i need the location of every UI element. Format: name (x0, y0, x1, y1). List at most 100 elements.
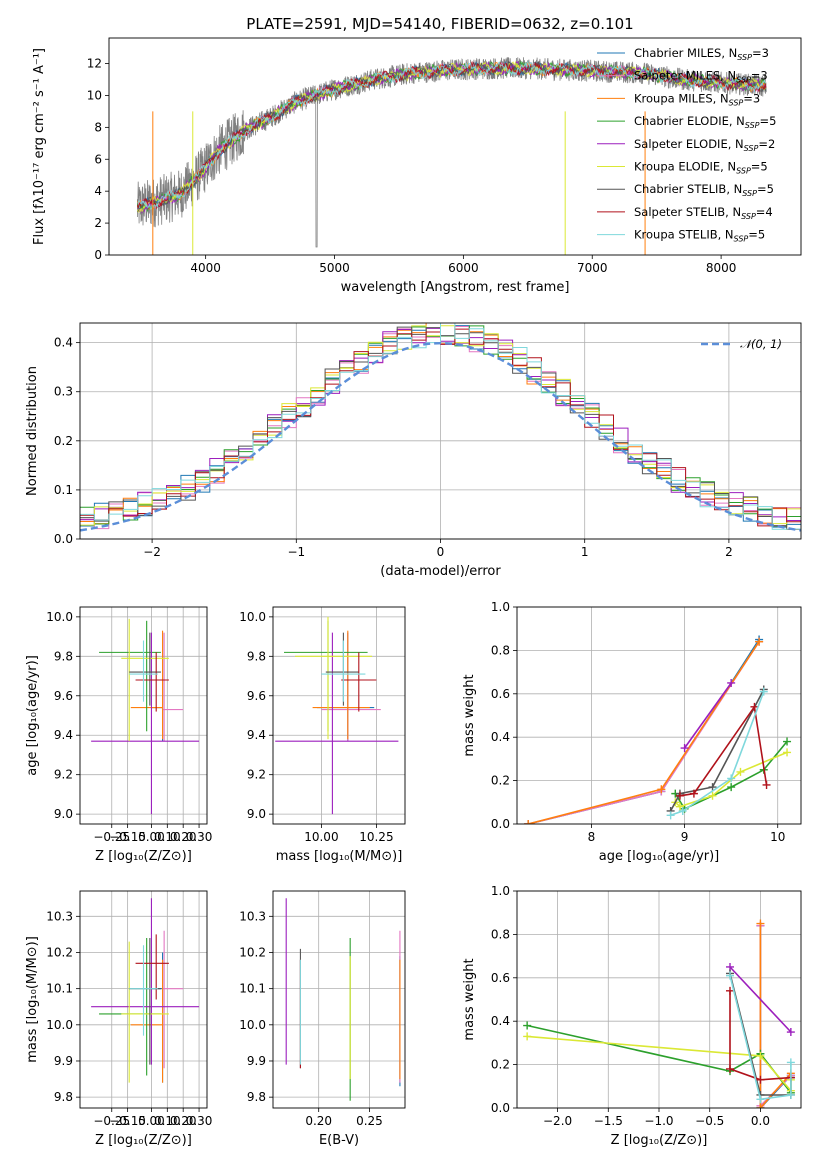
axes-frame (79, 606, 208, 825)
x-tick-label: −0.5 (695, 1114, 724, 1128)
y-tick-label: 4 (94, 184, 102, 198)
y-axis-label: mass weight (462, 674, 477, 756)
y-tick-label: 10.1 (46, 982, 73, 996)
x-tick-label: 5000 (319, 261, 350, 275)
legend-label: Salpeter MILES, NSSP=3 (634, 69, 768, 85)
y-axis-label: Flux [fλ10⁻¹⁷ erg cm⁻² s⁻¹ A⁻¹] (32, 48, 47, 245)
x-tick-label: 9 (681, 830, 689, 844)
y-tick-label: 9.8 (247, 1090, 266, 1104)
y-tick-label: 0.1 (54, 483, 73, 497)
y-tick-label: 9.2 (247, 768, 266, 782)
y-tick-label: 10.2 (239, 945, 266, 959)
weight-point-marker (678, 806, 687, 815)
axes-frame (108, 37, 802, 256)
y-tick-label: 9.8 (247, 649, 266, 663)
y-tick-label: 6 (94, 152, 102, 166)
x-tick-label: 0.10 (154, 1114, 181, 1128)
weight-series-line (683, 682, 732, 749)
y-tick-label: 0.4 (491, 1014, 510, 1028)
weight-series-line (729, 975, 792, 1101)
y-tick-label: 2 (94, 216, 102, 230)
x-tick-label: −1.0 (644, 1114, 673, 1128)
weight-point-marker (756, 1051, 765, 1060)
reference-normal-curve (80, 341, 801, 532)
residual-histogram-line (80, 323, 801, 530)
x-tick-label: 0.20 (305, 1114, 332, 1128)
weight-point-marker (756, 1075, 765, 1084)
weight-point-marker (786, 1028, 795, 1037)
y-tick-label: 0 (94, 248, 102, 262)
weight-point-marker (726, 1064, 734, 1073)
x-tick-label: 10.00 (304, 830, 338, 844)
y-tick-label: 0.8 (491, 643, 510, 657)
weight-series-line (670, 691, 765, 817)
legend-label: Salpeter STELIB, NSSP=4 (634, 205, 773, 221)
x-tick-label: −2 (143, 545, 161, 559)
weight-point-marker (786, 1058, 795, 1067)
weight-point-marker (727, 774, 736, 783)
x-axis-label: E(B-V) (319, 1133, 359, 1148)
y-tick-label: 9.8 (54, 649, 73, 663)
weight-series-line (527, 641, 760, 824)
weight-series-line (528, 641, 760, 824)
y-tick-label: 10.0 (46, 1018, 73, 1032)
legend-label: Kroupa ELODIE, NSSP=5 (634, 160, 768, 176)
y-tick-label: 0.4 (491, 730, 510, 744)
y-tick-label: 10 (87, 88, 102, 102)
y-tick-label: 0.6 (491, 687, 510, 701)
axes-frame (516, 606, 802, 825)
axes-frame (516, 890, 802, 1109)
y-tick-label: 9.0 (247, 807, 266, 821)
x-tick-label: 0.25 (356, 1114, 383, 1128)
axes-frame (272, 606, 406, 825)
legend-label: Kroupa STELIB, NSSP=5 (634, 228, 765, 244)
x-axis-label: wavelength [Angstrom, rest frame] (341, 280, 570, 295)
x-axis-label: Z [log₁₀(Z/Z⊙)] (611, 1133, 708, 1148)
weight-point-marker (750, 702, 759, 711)
y-tick-label: 10.3 (46, 909, 73, 923)
x-tick-label: −1 (287, 545, 305, 559)
weight-point-marker (524, 820, 533, 824)
model-fit-line (136, 61, 767, 210)
weight-series-line (729, 990, 791, 1081)
x-tick-label: −0.15 (109, 830, 146, 844)
y-axis-label: mass weight (462, 958, 477, 1040)
text-layer: 4000 5000 6000 7000 8000024681012wavelength … (25, 46, 785, 1148)
y-tick-label: 0.8 (491, 927, 510, 941)
y-tick-label: 9.6 (247, 689, 266, 703)
y-tick-label: 0.0 (54, 532, 73, 546)
weight-point-marker (523, 1021, 532, 1030)
weight-point-marker (657, 785, 666, 794)
y-tick-label: 0.6 (491, 971, 510, 985)
x-tick-label: −0.25 (93, 830, 130, 844)
y-tick-label: 9.2 (54, 768, 73, 782)
y-tick-label: 10.0 (46, 610, 73, 624)
weight-point-marker (727, 783, 736, 792)
y-tick-label: 10.1 (239, 982, 266, 996)
x-tick-label: 0.30 (186, 1114, 213, 1128)
mass-vs-Z-plot (91, 898, 200, 1083)
y-axis-label: mass [log₁₀(M/M⊙)] (25, 936, 40, 1063)
y-tick-label: 9.4 (54, 728, 73, 742)
weight-point-marker (523, 1032, 532, 1041)
x-tick-label: 0.30 (186, 830, 213, 844)
spectrum-plot (136, 57, 767, 255)
figure-title: PLATE=2591, MJD=54140, FIBERID=0632, z=0… (246, 15, 633, 33)
weight-point-marker (666, 811, 675, 820)
x-tick-label: 0.0 (751, 1114, 770, 1128)
axes-layer (76, 37, 802, 1112)
model-fit-line (136, 60, 767, 213)
weight-vs-age-plot (524, 635, 792, 824)
legend-label: 𝒩(0, 1) (740, 337, 782, 351)
x-axis-label: age [log₁₀(age/yr)] (599, 849, 720, 864)
y-tick-label: 9.4 (247, 728, 266, 742)
data-layer (80, 57, 801, 1108)
x-tick-label: 10.25 (359, 830, 393, 844)
y-tick-label: 0.2 (491, 1058, 510, 1072)
weight-point-marker (783, 748, 792, 757)
x-tick-label: 4000 (190, 261, 221, 275)
x-tick-label: −1.5 (594, 1114, 623, 1128)
x-axis-label: Z [log₁₀(Z/Z⊙)] (95, 1133, 192, 1148)
y-tick-label: 0.3 (54, 385, 73, 399)
y-tick-label: 1.0 (491, 884, 510, 898)
